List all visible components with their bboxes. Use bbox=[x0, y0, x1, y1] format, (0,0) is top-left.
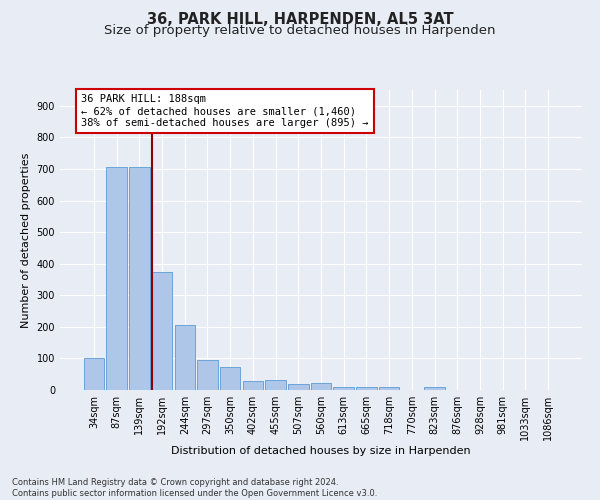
Bar bbox=[379, 388, 400, 390]
Bar bbox=[334, 387, 354, 390]
Bar bbox=[152, 272, 172, 390]
Bar bbox=[175, 324, 195, 390]
Bar bbox=[242, 381, 263, 390]
Bar bbox=[197, 360, 218, 390]
Bar bbox=[356, 388, 377, 390]
Text: Contains HM Land Registry data © Crown copyright and database right 2024.
Contai: Contains HM Land Registry data © Crown c… bbox=[12, 478, 377, 498]
Bar bbox=[106, 166, 127, 390]
Bar bbox=[129, 166, 149, 390]
Text: 36, PARK HILL, HARPENDEN, AL5 3AT: 36, PARK HILL, HARPENDEN, AL5 3AT bbox=[146, 12, 454, 28]
Bar bbox=[84, 358, 104, 390]
Text: Size of property relative to detached houses in Harpenden: Size of property relative to detached ho… bbox=[104, 24, 496, 37]
Bar bbox=[311, 383, 331, 390]
Bar bbox=[424, 388, 445, 390]
Bar bbox=[288, 384, 308, 390]
Text: 36 PARK HILL: 188sqm
← 62% of detached houses are smaller (1,460)
38% of semi-de: 36 PARK HILL: 188sqm ← 62% of detached h… bbox=[81, 94, 368, 128]
Bar bbox=[220, 368, 241, 390]
Bar bbox=[265, 380, 286, 390]
Y-axis label: Number of detached properties: Number of detached properties bbox=[21, 152, 31, 328]
X-axis label: Distribution of detached houses by size in Harpenden: Distribution of detached houses by size … bbox=[171, 446, 471, 456]
